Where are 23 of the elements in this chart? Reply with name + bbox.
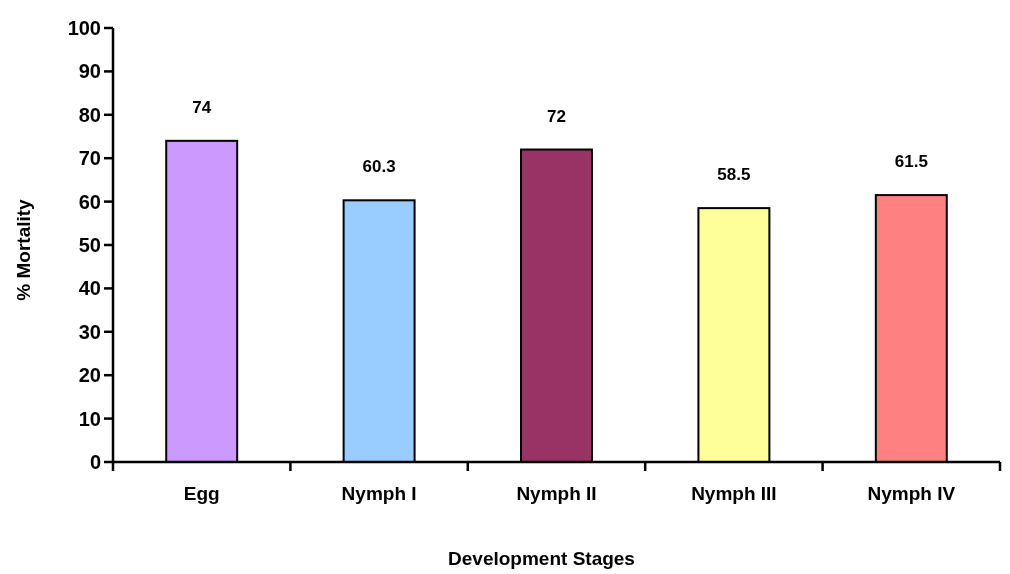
y-tick-label: 60 <box>78 190 101 213</box>
x-tick-label: Nymph III <box>691 483 777 504</box>
y-tick-label: 30 <box>78 320 101 343</box>
data-label: 60.3 <box>362 157 396 177</box>
y-tick-label: 90 <box>78 60 101 83</box>
data-label: 74 <box>192 97 212 117</box>
y-tick-label: 100 <box>67 17 101 39</box>
x-tick-label: Egg <box>183 483 220 504</box>
y-tick-label: 10 <box>78 407 101 430</box>
y-tick-label: 0 <box>89 451 101 473</box>
x-tick-label: Nymph IV <box>867 483 956 504</box>
y-tick-label: 20 <box>78 364 101 387</box>
x-tick-label: Nymph I <box>341 483 417 504</box>
y-tick-label: 80 <box>78 103 101 126</box>
x-tick-label: Nymph II <box>516 483 597 504</box>
data-label: 58.5 <box>717 165 751 185</box>
x-axis-title: Development Stages <box>448 548 635 569</box>
y-axis-title: % Mortality <box>13 198 34 301</box>
y-tick-label: 40 <box>78 277 101 300</box>
data-label: 72 <box>547 106 566 126</box>
y-tick-label: 50 <box>78 234 101 256</box>
y-tick-label: 70 <box>78 147 101 170</box>
data-label: 61.5 <box>894 152 928 172</box>
